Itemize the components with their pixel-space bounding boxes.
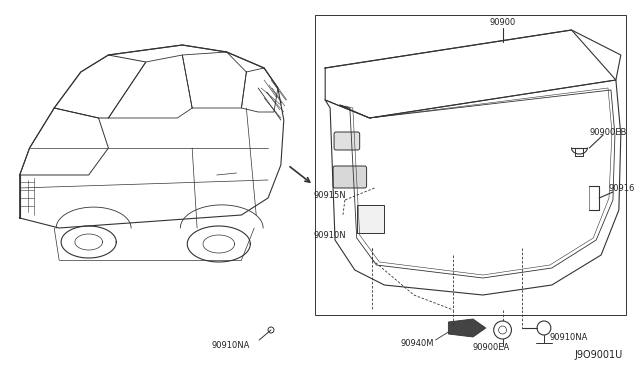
Polygon shape [449,319,486,337]
Text: 90900EB: 90900EB [589,128,627,137]
Text: 90940M: 90940M [400,339,433,347]
Text: 90916: 90916 [609,183,636,192]
Bar [356,205,384,233]
Text: J9O9001U: J9O9001U [575,350,623,360]
Text: 90915N: 90915N [314,190,346,199]
Text: 90910N: 90910N [314,231,346,240]
Text: 90900: 90900 [490,17,516,26]
FancyBboxPatch shape [333,166,367,188]
Text: 90900EA: 90900EA [472,343,509,353]
Bar [316,15,626,315]
Text: 90910NA: 90910NA [550,334,588,343]
Text: 90910NA: 90910NA [212,340,250,350]
FancyBboxPatch shape [334,132,360,150]
